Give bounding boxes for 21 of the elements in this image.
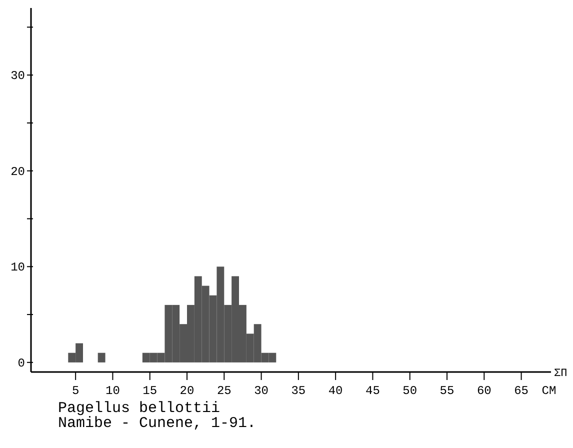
x-tick-label: 35 bbox=[291, 384, 306, 398]
x-tick-label: 30 bbox=[254, 384, 268, 398]
x-tick-label: 15 bbox=[142, 384, 158, 398]
text: Pagellus bellottii bbox=[58, 400, 220, 417]
text: ΣΠ bbox=[554, 368, 568, 380]
x-tick-label: 65 bbox=[514, 384, 528, 398]
x-tick-label: 50 bbox=[402, 384, 418, 398]
y-tick-label: 20 bbox=[10, 164, 25, 179]
y-tick-label: 0 bbox=[18, 356, 25, 370]
text: Namibe - Cunene, 1-91. bbox=[58, 415, 256, 432]
x-tick-label: 55 bbox=[440, 384, 454, 398]
x-tick-label: 40 bbox=[328, 384, 343, 398]
x-tick-label: 10 bbox=[106, 384, 120, 398]
y-tick-label: 10 bbox=[10, 260, 25, 275]
x-axis-title: CM bbox=[542, 384, 556, 398]
x-tick-label: 20 bbox=[180, 384, 194, 398]
x-tick-label: 25 bbox=[216, 384, 232, 398]
x-tick-label: 5 bbox=[72, 384, 80, 398]
x-tick-label: 60 bbox=[476, 384, 492, 398]
y-tick-label: 30 bbox=[10, 69, 25, 84]
x-tick-label: 45 bbox=[366, 384, 380, 398]
